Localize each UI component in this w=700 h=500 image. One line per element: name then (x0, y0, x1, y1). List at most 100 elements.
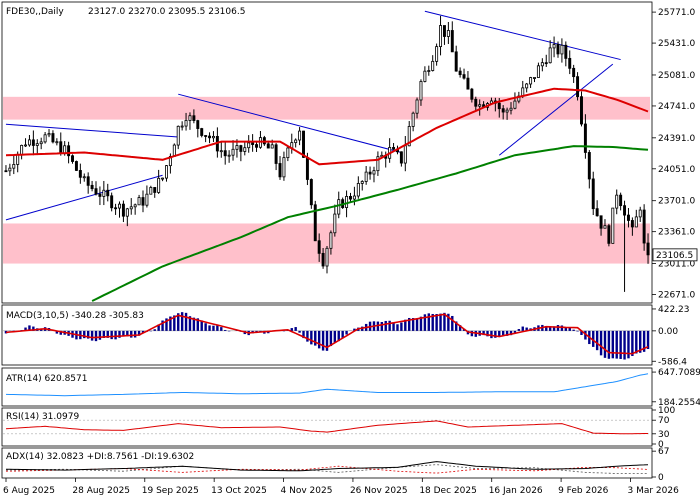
last-price-label: 23106.5 (656, 251, 693, 261)
macd-bar (509, 330, 513, 336)
candle-body (505, 109, 509, 113)
price-axis: 25771.0 25431.0 25081.0 24741.0 24391.0 24051… (652, 8, 695, 301)
candle-body (568, 57, 572, 69)
candle-body (67, 145, 71, 157)
candle-body (446, 30, 450, 37)
candle-body (603, 225, 607, 229)
candle-body (94, 188, 98, 195)
candle-body (211, 135, 215, 139)
candle-body (98, 193, 102, 197)
candle-body (317, 240, 321, 254)
candle-body (450, 30, 454, 53)
macd-bar (568, 327, 571, 331)
candle-body (513, 100, 517, 109)
macd-bar (552, 326, 556, 331)
macd-bar (333, 330, 337, 343)
candle-body (470, 88, 474, 100)
trendline-4 (498, 63, 614, 156)
candle-body (176, 125, 180, 146)
time-tick-label: 4 Nov 2025 (281, 486, 333, 496)
macd-bar (32, 326, 35, 331)
candle-body (599, 215, 603, 229)
adx-title: ADX(14) 32.0823 +DI:8.7561 -DI:19.6302 (6, 452, 194, 462)
adx-minus-di-line (5, 465, 649, 474)
zone-0 (3, 96, 650, 120)
candle-body (376, 156, 380, 172)
macd-bar (521, 326, 524, 331)
price-tick-label: 23361.0 (658, 228, 695, 238)
candle-body (580, 96, 583, 125)
macd-bar (623, 330, 626, 360)
macd-bar (458, 325, 462, 331)
macd-bar (55, 330, 59, 334)
candle-body (415, 99, 419, 114)
candle-body (333, 213, 337, 234)
candle-body (509, 107, 513, 111)
macd-bar (627, 330, 630, 359)
macd-bar (204, 323, 207, 331)
candle-body (419, 81, 423, 101)
candle-body (364, 171, 368, 182)
candle-body (474, 98, 478, 107)
macd-bar (576, 330, 579, 332)
macd-tick-label: 422.23 (658, 305, 690, 315)
candle-body (24, 144, 28, 147)
trendline-1 (178, 93, 402, 153)
macd-bar (513, 330, 517, 333)
macd-bar (545, 326, 548, 331)
candle-body (360, 181, 364, 184)
support-resistance-zones (3, 96, 650, 264)
candle-body (399, 151, 403, 164)
candle-body (454, 51, 458, 72)
candle-body (325, 247, 329, 267)
atr-panel-frame (1, 367, 653, 407)
macd-bar (192, 317, 196, 331)
macd-bar (110, 330, 113, 340)
main-panel-frame (1, 1, 653, 304)
candle-body (86, 176, 90, 186)
candle-body (462, 74, 466, 79)
candle-body (345, 196, 349, 208)
candle-body (302, 130, 305, 158)
macd-tick-label: 0.00 (658, 327, 678, 337)
macd-bar (153, 329, 156, 331)
macd-bar (451, 315, 454, 331)
macd-bar (302, 330, 305, 339)
macd-bar (423, 314, 427, 331)
candle-body (114, 207, 118, 210)
macd-bar (341, 330, 344, 339)
time-tick-label: 6 Aug 2025 (3, 486, 55, 496)
adx-indicator: 67 0 (5, 447, 669, 483)
candle-body (31, 139, 35, 146)
candle-body (529, 77, 533, 85)
last-price-marker: 23106.5 (652, 248, 698, 262)
candle-body (591, 178, 595, 210)
candlesticks (4, 15, 650, 292)
candle-body (133, 204, 137, 208)
candle-body (4, 170, 8, 173)
candle-body (403, 145, 407, 164)
macd-bar (196, 318, 199, 331)
candle-body (536, 65, 540, 78)
macd-bar (224, 329, 227, 331)
macd-bar (388, 320, 391, 331)
candle-body (611, 207, 615, 244)
candle-body (427, 70, 431, 72)
time-tick-label: 3 Mar 2026 (627, 486, 679, 496)
macd-bar (505, 330, 509, 336)
candle-body (583, 123, 587, 153)
macd-bar (498, 330, 501, 337)
macd-bar (122, 330, 125, 337)
candle-body (564, 44, 568, 59)
adx-panel-frame (1, 447, 653, 479)
candle-body (439, 25, 443, 48)
time-tick-label: 19 Sep 2025 (142, 486, 199, 496)
candle-body (227, 154, 231, 157)
macd-bar (572, 329, 575, 331)
macd-bar (137, 330, 141, 336)
macd-bar (216, 325, 219, 331)
macd-bar (98, 330, 102, 340)
macd-bar (380, 321, 384, 331)
macd-bar (208, 325, 211, 331)
